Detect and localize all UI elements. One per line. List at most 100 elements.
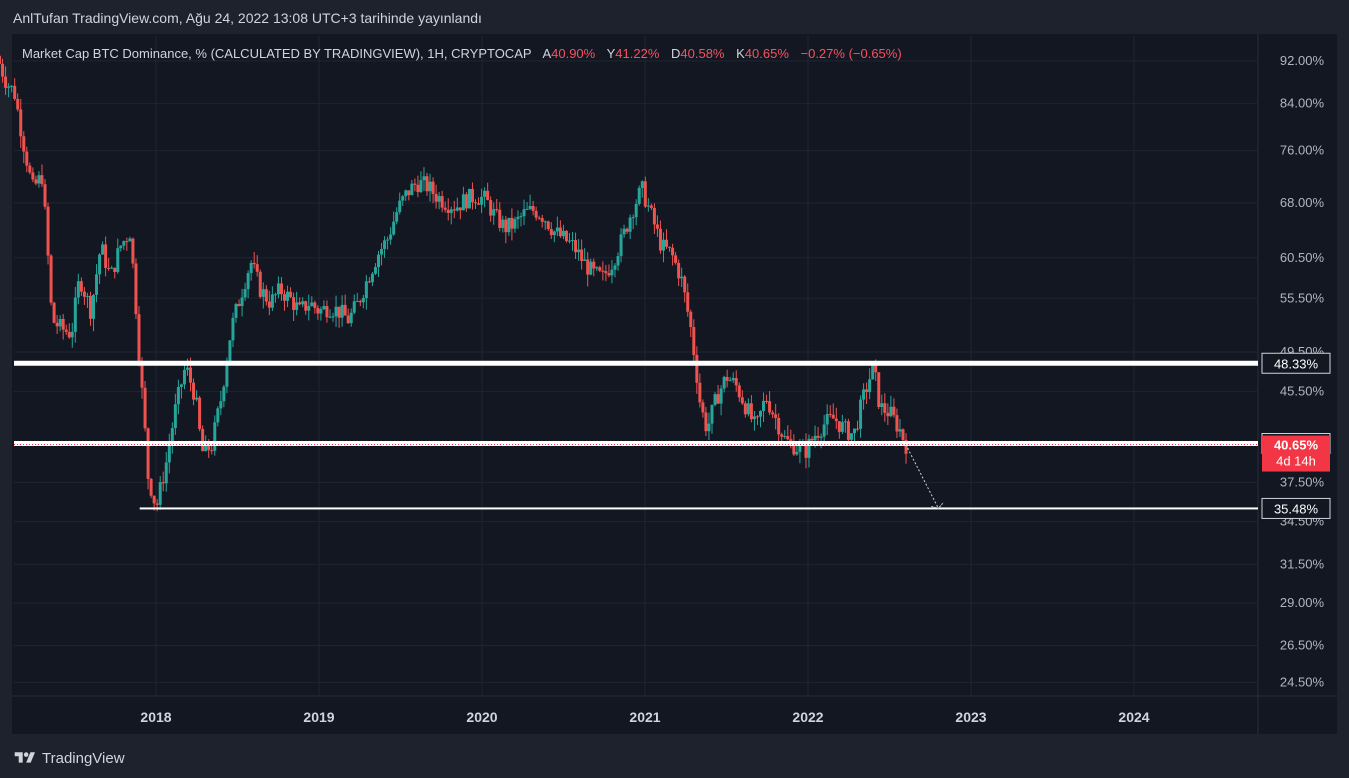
candle-body	[686, 292, 690, 312]
candle-body	[540, 218, 544, 222]
candle-body	[834, 418, 838, 422]
candle-body	[437, 196, 441, 202]
candle-body	[10, 85, 14, 87]
candle-body	[192, 382, 196, 400]
level-price-badge	[1261, 352, 1331, 374]
time-tick-label: 2024	[1118, 709, 1149, 725]
time-tick-label: 2019	[303, 709, 334, 725]
candle-body	[816, 435, 820, 438]
candle-body	[52, 302, 56, 323]
candle-body	[185, 367, 189, 370]
candle-body	[537, 217, 541, 219]
candle-body	[604, 271, 608, 274]
candle-body	[46, 206, 50, 256]
candle-body	[295, 302, 299, 310]
candle-body	[743, 403, 747, 415]
candle-body	[643, 181, 647, 207]
candle-body	[901, 429, 905, 440]
candle-body	[525, 208, 529, 210]
open-label: A	[542, 46, 552, 61]
candle-body	[874, 362, 878, 373]
candle-body	[549, 229, 553, 236]
horizontal-levels	[14, 360, 1259, 510]
price-tick-label: 76.00%	[1280, 143, 1325, 158]
candle-body	[486, 190, 490, 201]
time-tick-label: 2021	[629, 709, 660, 725]
candle-body	[843, 421, 847, 423]
candle-body	[507, 217, 511, 233]
candle-body	[352, 301, 356, 313]
price-tick-label: 37.50%	[1280, 474, 1325, 489]
candle-body	[698, 382, 702, 403]
candle-body	[746, 403, 750, 415]
candle-body	[255, 264, 259, 272]
candle-body	[564, 230, 568, 242]
candle-body	[283, 294, 287, 301]
candle-body	[455, 207, 459, 211]
tradingview-brand: TradingView	[42, 749, 125, 767]
symbol-name: Market Cap BTC Dominance, % (CALCULATED …	[22, 46, 532, 61]
candle-body	[470, 188, 474, 203]
level-price-badge	[1261, 497, 1331, 519]
candle-body	[337, 306, 341, 318]
candle-body	[19, 109, 23, 137]
candle-body	[407, 190, 411, 196]
candle-body	[55, 322, 59, 327]
candle-body	[534, 210, 538, 218]
candle-body	[122, 241, 126, 246]
horizontal-level-line	[14, 360, 1258, 366]
candle-body	[586, 259, 590, 275]
candle-body	[561, 230, 565, 237]
candle-body	[189, 367, 193, 383]
candle-body	[249, 262, 253, 274]
candle-body	[279, 283, 283, 295]
candle-body	[116, 248, 120, 272]
candle-body	[276, 283, 280, 295]
candle-body	[4, 76, 8, 88]
candle-body	[655, 224, 659, 229]
time-axis: 2018 2019 2020 2021 2022 2023 2024	[140, 709, 1149, 725]
publish-info: AnlTufan TradingView.com, Ağu 24, 2022 1…	[13, 10, 482, 26]
candle-body	[22, 136, 26, 152]
candle-body	[104, 244, 108, 268]
candle-body	[82, 291, 86, 297]
candle-body	[252, 262, 256, 265]
candle-body	[404, 190, 408, 197]
candle-body	[213, 422, 217, 451]
candle-body	[222, 386, 226, 402]
candle-body	[28, 165, 32, 173]
candle-body	[680, 276, 684, 279]
price-tick-label: 92.00%	[1280, 53, 1325, 68]
candle-body	[467, 188, 471, 209]
candle-body	[783, 436, 787, 438]
candle-body	[571, 240, 575, 242]
price-badges: 48.33%40.74%35.48%40.65%4d 14h	[1261, 352, 1331, 519]
candle-body	[780, 434, 784, 437]
candle-body	[583, 259, 587, 261]
candle-body	[289, 291, 293, 298]
candle-body	[173, 404, 177, 429]
candle-body	[704, 412, 708, 432]
candle-body	[519, 216, 523, 218]
high-value: 41.22%	[615, 46, 660, 61]
candle-body	[143, 387, 147, 429]
candle-body	[267, 301, 271, 308]
candle-body	[64, 329, 68, 332]
candle-body	[261, 289, 265, 297]
candle-body	[170, 428, 174, 445]
candle-body	[637, 187, 641, 204]
candle-body	[446, 209, 450, 213]
candle-body	[749, 403, 753, 420]
price-tick-label: 29.00%	[1280, 595, 1325, 610]
candle-body	[292, 297, 296, 310]
candle-body	[798, 444, 802, 452]
candle-body	[522, 209, 526, 217]
candle-body	[846, 421, 850, 440]
candle-body	[92, 294, 96, 319]
symbol-legend: Market Cap BTC Dominance, % (CALCULATED …	[22, 46, 902, 61]
close-value: 40.65%	[744, 46, 789, 61]
candle-body	[898, 429, 902, 432]
price-tick-label: 31.50%	[1280, 556, 1325, 571]
candle-body	[492, 209, 496, 216]
